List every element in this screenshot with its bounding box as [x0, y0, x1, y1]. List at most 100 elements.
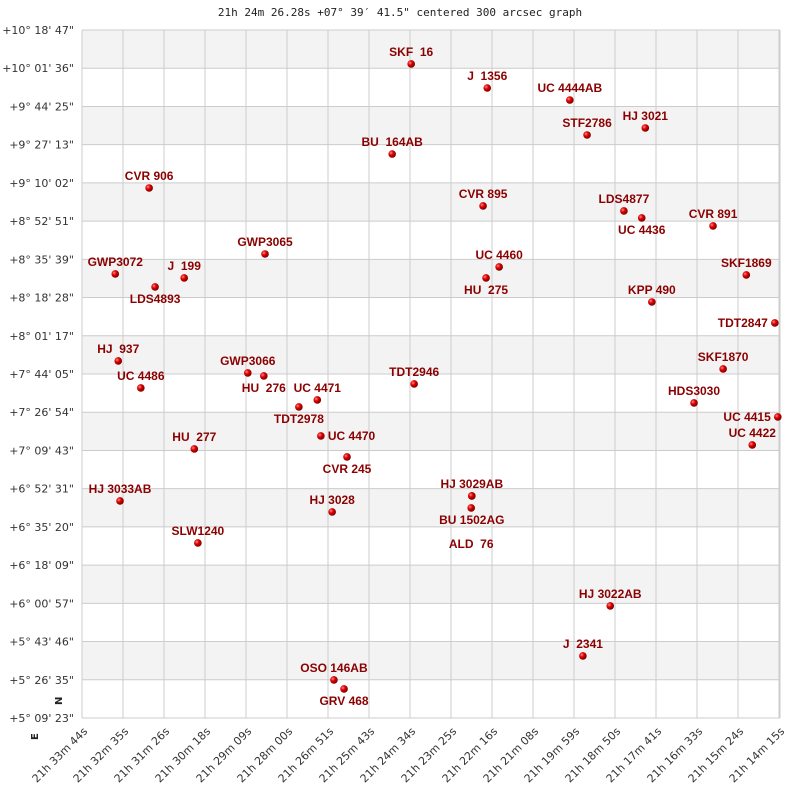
grid-band	[82, 641, 780, 680]
star-marker[interactable]: OSO 146AB	[300, 661, 368, 684]
grid-band	[82, 221, 780, 260]
star-marker[interactable]: SKF1869	[721, 256, 772, 279]
star-marker[interactable]: HJ 3028	[309, 493, 355, 516]
star-marker[interactable]: CVR 895	[459, 187, 508, 210]
star-point	[243, 369, 252, 377]
star-point	[194, 539, 202, 547]
star-marker[interactable]: CVR 245	[323, 453, 372, 476]
star-label: HJ 3033AB	[89, 482, 152, 496]
star-point	[261, 250, 269, 258]
grid-band	[82, 335, 780, 374]
star-label: J 2341	[563, 637, 603, 651]
y-tick-label: +8° 35' 39"	[9, 253, 74, 266]
star-label: LDS4893	[130, 292, 181, 306]
star-point	[151, 283, 159, 291]
star-point	[606, 602, 615, 610]
star-marker[interactable]: ALD 76	[449, 504, 494, 551]
y-tick-label: +6° 00' 57"	[9, 597, 74, 610]
y-tick-label: +6° 35' 20"	[9, 521, 74, 534]
star-marker[interactable]: SLW1240	[172, 524, 225, 547]
y-tick-label: +8° 52' 51"	[9, 215, 74, 228]
star-marker[interactable]: GWP3065	[237, 235, 293, 258]
star-point	[116, 497, 124, 505]
star-point	[410, 380, 418, 388]
star-marker[interactable]: GWP3066	[220, 354, 276, 377]
grid-band	[82, 412, 780, 451]
star-point	[111, 270, 120, 278]
star-marker[interactable]: HJ 3022AB	[579, 587, 642, 610]
star-label: LDS4877	[599, 192, 650, 206]
star-marker[interactable]: LDS4893	[130, 283, 181, 306]
star-marker[interactable]: J 199	[168, 259, 202, 282]
star-marker[interactable]: UC 4460	[475, 248, 523, 271]
star-marker[interactable]: SKF1870	[698, 350, 749, 373]
y-tick-label: +7° 26' 54"	[9, 406, 74, 419]
star-point	[583, 131, 591, 139]
star-point	[295, 403, 303, 411]
star-point	[313, 396, 322, 404]
star-label: TDT2978	[274, 412, 324, 426]
star-label: TDT2946	[389, 365, 439, 379]
star-label: STF2786	[562, 116, 612, 130]
star-label: SKF1870	[698, 350, 749, 364]
star-marker[interactable]: SKF 16	[389, 45, 434, 68]
star-marker[interactable]: UC 4415	[723, 410, 782, 424]
star-marker[interactable]: CVR 891	[689, 207, 738, 230]
y-tick-label: +5° 26' 35"	[9, 674, 74, 687]
y-tick-label: +9° 27' 13"	[9, 139, 74, 152]
star-marker[interactable]: UC 4486	[117, 369, 165, 392]
star-label: J 1356	[467, 69, 507, 83]
star-marker[interactable]: GWP3072	[88, 255, 144, 278]
compass-east: E	[30, 733, 41, 740]
star-label: HU 275	[464, 283, 508, 297]
star-point	[114, 357, 123, 365]
star-marker[interactable]: HJ 3021	[623, 109, 669, 132]
star-point	[774, 413, 782, 421]
star-point	[637, 214, 646, 222]
y-tick-label: +7° 44' 05"	[9, 368, 74, 381]
star-label: UC 4486	[117, 369, 165, 383]
star-marker[interactable]: TDT2847	[718, 316, 779, 330]
star-marker[interactable]: TDT2946	[389, 365, 439, 388]
star-marker[interactable]: STF2786	[562, 116, 612, 139]
star-marker[interactable]: HU 277	[172, 430, 217, 453]
star-label: CVR 906	[125, 169, 174, 183]
y-tick-label: +8° 01' 17"	[9, 330, 74, 343]
star-marker[interactable]: TDT2978	[274, 403, 324, 426]
star-marker[interactable]: UC 4444AB	[537, 81, 603, 104]
star-marker[interactable]: UC 4422	[729, 426, 777, 449]
star-point	[579, 652, 587, 660]
grid-band	[82, 106, 780, 145]
star-marker[interactable]: LDS4877	[599, 192, 650, 215]
y-tick-label: +10° 18' 47"	[2, 24, 74, 37]
star-marker[interactable]: GRV 468	[319, 685, 369, 708]
grid-band	[82, 30, 780, 69]
star-marker[interactable]: BU 164AB	[361, 135, 423, 158]
star-label: HJ 3021	[623, 109, 669, 123]
star-marker[interactable]: UC 4470	[317, 429, 376, 443]
grid-band	[82, 374, 780, 413]
star-marker[interactable]: HJ 3033AB	[89, 482, 152, 505]
star-marker[interactable]: BU 1502AG	[439, 492, 504, 527]
star-label: SLW1240	[172, 524, 225, 538]
star-point	[260, 372, 268, 380]
star-marker[interactable]: KPP 490	[628, 283, 676, 306]
star-marker[interactable]: UC 4436	[618, 214, 666, 237]
star-marker[interactable]: HU 276	[242, 372, 286, 395]
star-point	[566, 96, 574, 104]
star-marker[interactable]: HJ 937	[97, 342, 140, 365]
star-marker[interactable]: UC 4471	[294, 381, 342, 404]
star-marker[interactable]: J 1356	[467, 69, 508, 92]
star-label: HJ 3022AB	[579, 587, 642, 601]
star-point	[641, 124, 650, 132]
star-marker[interactable]: CVR 906	[125, 169, 174, 192]
star-marker[interactable]: HU 275	[464, 274, 508, 297]
star-marker[interactable]: J 2341	[563, 637, 603, 660]
star-point	[620, 207, 628, 215]
grid-band	[82, 565, 780, 604]
star-label: HU 276	[242, 381, 286, 395]
star-label: UC 4470	[328, 429, 376, 443]
star-marker[interactable]: HDS3030	[668, 384, 720, 407]
star-label: GWP3065	[237, 235, 293, 249]
